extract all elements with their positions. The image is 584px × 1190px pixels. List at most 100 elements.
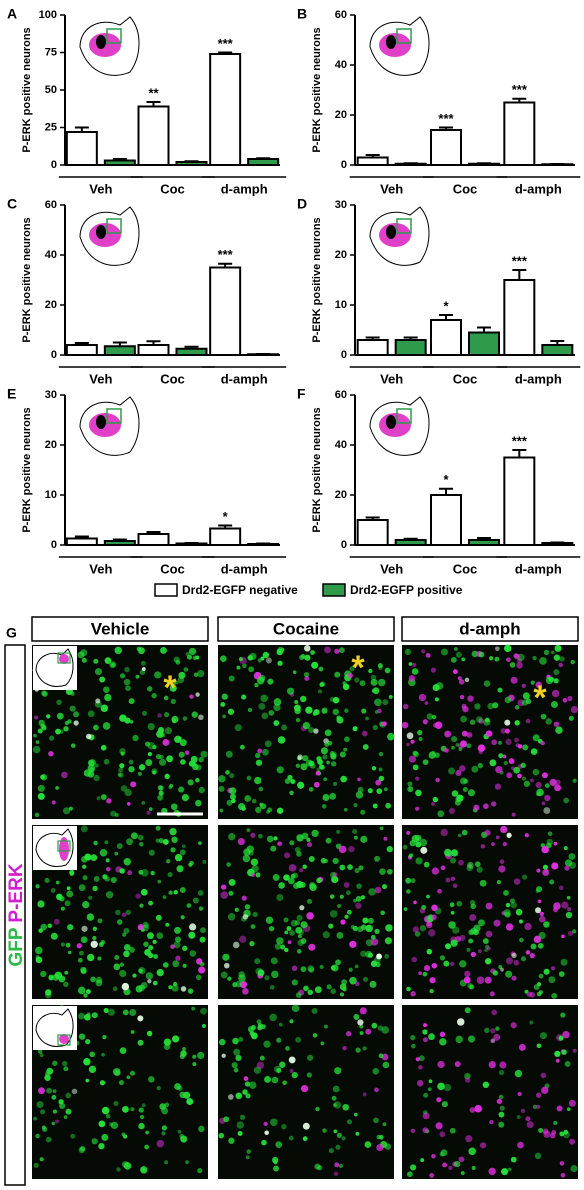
cell bbox=[178, 786, 185, 793]
brain-roi bbox=[57, 840, 71, 852]
cell bbox=[354, 964, 359, 969]
cell bbox=[163, 695, 169, 701]
cell bbox=[286, 687, 295, 695]
cell bbox=[121, 982, 130, 991]
cell bbox=[113, 963, 121, 971]
cell bbox=[460, 715, 467, 723]
cell bbox=[570, 659, 575, 665]
cell bbox=[355, 1047, 361, 1053]
cell bbox=[405, 877, 412, 884]
cell bbox=[378, 767, 383, 772]
cell bbox=[195, 799, 202, 807]
cell bbox=[63, 1115, 68, 1119]
cell bbox=[81, 657, 87, 663]
y-tick-label: 100 bbox=[39, 9, 57, 21]
cell bbox=[40, 970, 47, 978]
cell bbox=[58, 895, 65, 902]
cell bbox=[356, 883, 362, 889]
cell bbox=[506, 657, 511, 662]
cell bbox=[498, 1111, 505, 1118]
cell bbox=[189, 860, 194, 866]
brain-roi bbox=[106, 408, 122, 424]
cell bbox=[492, 970, 498, 976]
bar bbox=[103, 345, 136, 356]
cell bbox=[78, 957, 83, 963]
cell bbox=[320, 747, 329, 755]
cell bbox=[489, 656, 494, 661]
cell bbox=[307, 898, 313, 904]
cell bbox=[530, 748, 538, 755]
cell bbox=[311, 829, 319, 838]
cell bbox=[504, 719, 511, 726]
cell bbox=[331, 875, 339, 884]
brain-region bbox=[59, 837, 69, 861]
cell bbox=[359, 1024, 364, 1029]
cell bbox=[195, 778, 200, 783]
cell bbox=[488, 1167, 496, 1176]
cell bbox=[289, 1068, 294, 1074]
cell bbox=[77, 651, 85, 659]
cell bbox=[381, 1053, 389, 1061]
y-tick-label: 40 bbox=[335, 439, 347, 451]
cell bbox=[428, 1079, 433, 1084]
cell bbox=[154, 671, 162, 679]
cell bbox=[167, 872, 173, 878]
cell bbox=[556, 1105, 563, 1112]
cell bbox=[86, 953, 95, 962]
cell bbox=[354, 868, 360, 874]
cell bbox=[124, 788, 132, 797]
cell bbox=[259, 1055, 265, 1061]
cell bbox=[474, 1104, 482, 1113]
cell bbox=[67, 924, 74, 931]
cell bbox=[491, 739, 498, 746]
cell bbox=[38, 1087, 45, 1095]
cell bbox=[431, 904, 438, 912]
cell bbox=[498, 753, 504, 759]
cell bbox=[102, 874, 108, 880]
cell bbox=[359, 1031, 364, 1035]
y-axis-label: P-ERK positive neurons bbox=[21, 407, 33, 532]
cell bbox=[88, 1065, 97, 1074]
cell bbox=[65, 1092, 71, 1099]
cell bbox=[514, 737, 519, 743]
cell bbox=[270, 957, 278, 965]
cell bbox=[119, 962, 124, 967]
cell bbox=[168, 890, 173, 895]
cell bbox=[566, 1107, 571, 1112]
cell bbox=[307, 841, 313, 848]
cell bbox=[483, 803, 489, 810]
cell bbox=[294, 920, 300, 926]
cell bbox=[191, 711, 198, 718]
cell bbox=[401, 721, 409, 729]
cell bbox=[267, 807, 273, 813]
cell bbox=[340, 775, 348, 783]
cell bbox=[554, 644, 562, 652]
cell bbox=[489, 759, 497, 767]
cell bbox=[415, 806, 420, 811]
cell bbox=[331, 1095, 337, 1101]
cell bbox=[195, 692, 200, 697]
cell bbox=[275, 1141, 283, 1149]
cell bbox=[406, 889, 411, 894]
cell bbox=[435, 777, 440, 783]
cell bbox=[110, 876, 117, 884]
cell bbox=[451, 745, 455, 750]
y-tick-label: 50 bbox=[45, 84, 57, 96]
cell bbox=[139, 903, 144, 908]
cell bbox=[130, 781, 137, 788]
cell bbox=[197, 1168, 203, 1174]
cell bbox=[406, 732, 414, 740]
cell bbox=[504, 728, 510, 734]
y-tick-label: 40 bbox=[335, 59, 347, 71]
cell bbox=[192, 1062, 197, 1067]
cell bbox=[458, 859, 464, 866]
cell bbox=[181, 844, 186, 849]
bar bbox=[103, 540, 136, 546]
cell bbox=[53, 918, 60, 925]
cell bbox=[64, 900, 71, 907]
cell bbox=[444, 848, 452, 857]
cell bbox=[374, 928, 380, 935]
cell bbox=[128, 698, 135, 705]
cell bbox=[126, 1075, 131, 1080]
column-header: Vehicle bbox=[91, 619, 150, 638]
